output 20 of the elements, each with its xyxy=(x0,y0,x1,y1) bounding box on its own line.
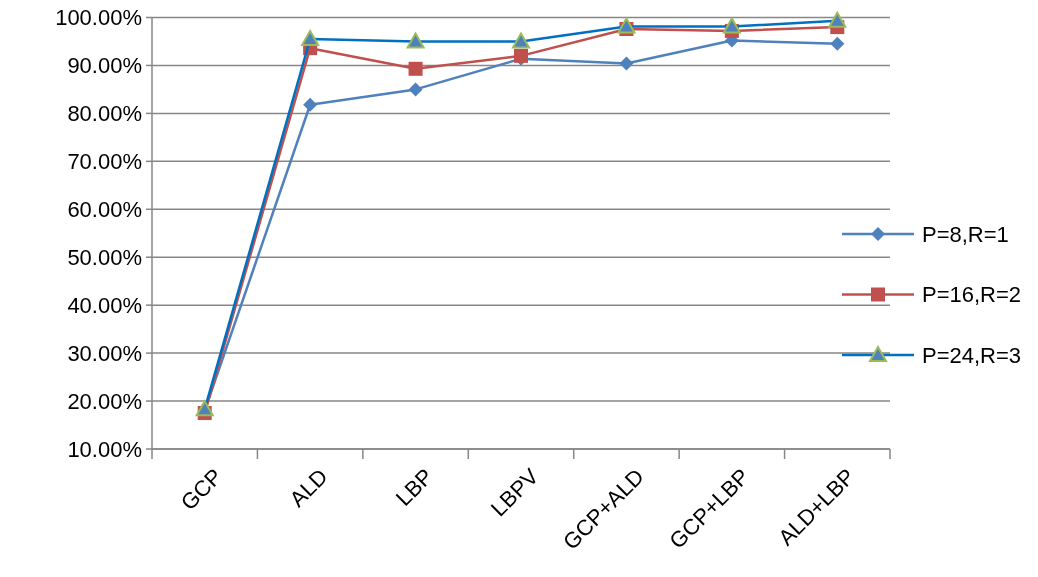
y-tick-label: 100.00% xyxy=(55,5,142,31)
point xyxy=(408,61,423,76)
y-tick-label: 60.00% xyxy=(67,196,142,222)
point xyxy=(303,97,318,112)
point xyxy=(619,56,634,71)
y-tick-label: 80.00% xyxy=(67,101,142,127)
legend-label: P=16,R=2 xyxy=(922,282,1022,308)
legend-label: P=24,R=3 xyxy=(922,342,1022,368)
y-tick-label: 10.00% xyxy=(67,436,142,462)
point xyxy=(830,36,845,51)
point xyxy=(408,82,423,97)
y-tick-label: 70.00% xyxy=(67,149,142,175)
y-tick-label: 20.00% xyxy=(67,388,142,414)
x-tick-label: ALD xyxy=(284,463,333,512)
y-tick-label: 40.00% xyxy=(67,292,142,318)
y-tick-label: 90.00% xyxy=(67,53,142,79)
x-tick-label: LBP xyxy=(390,463,438,511)
y-tick-label: 50.00% xyxy=(67,244,142,270)
y-tick-label: 30.00% xyxy=(67,340,142,366)
legend-label: P=8,R=1 xyxy=(922,221,1009,247)
